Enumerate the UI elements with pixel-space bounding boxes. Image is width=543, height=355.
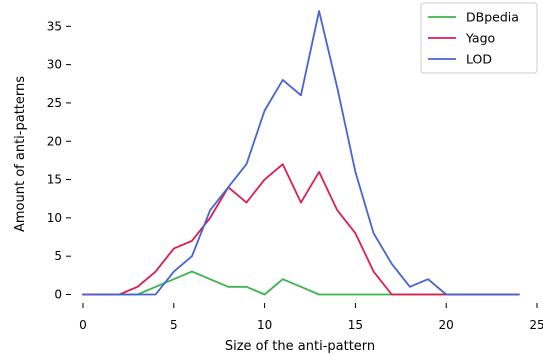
y-tick-label: 20 <box>47 134 62 148</box>
x-tick-label: 5 <box>170 318 178 332</box>
y-tick-label: 35 <box>47 19 62 33</box>
y-tick-label: 5 <box>54 249 62 263</box>
legend-label-yago: Yago <box>465 31 495 46</box>
x-tick-label: 15 <box>348 318 363 332</box>
legend-label-dbpedia: DBpedia <box>466 10 519 25</box>
x-tick-label: 20 <box>439 318 454 332</box>
x-tick-label: 0 <box>79 318 87 332</box>
x-axis-ticks: 0 5 10 15 20 25 <box>79 303 543 332</box>
legend: DBpedia Yago LOD <box>420 2 538 74</box>
y-tick-label: 30 <box>47 58 62 72</box>
y-tick-label: 0 <box>54 288 62 302</box>
series-line-yago <box>82 163 520 296</box>
series-line-lod <box>82 10 520 296</box>
series-line-dbpedia <box>82 270 520 296</box>
x-tick-label: 10 <box>257 318 272 332</box>
y-tick-label: 10 <box>47 211 62 225</box>
y-tick-label: 25 <box>47 96 62 110</box>
series-lines <box>82 10 520 296</box>
y-axis-ticks: 0 5 10 15 20 25 30 35 <box>47 19 71 302</box>
x-axis-title: Size of the anti-pattern <box>225 339 375 354</box>
y-axis-title: Amount of anti-patterns <box>13 76 28 232</box>
legend-label-lod: LOD <box>466 52 492 67</box>
legend-box <box>420 2 538 74</box>
x-tick-label: 25 <box>529 318 543 332</box>
y-tick-label: 15 <box>47 173 62 187</box>
